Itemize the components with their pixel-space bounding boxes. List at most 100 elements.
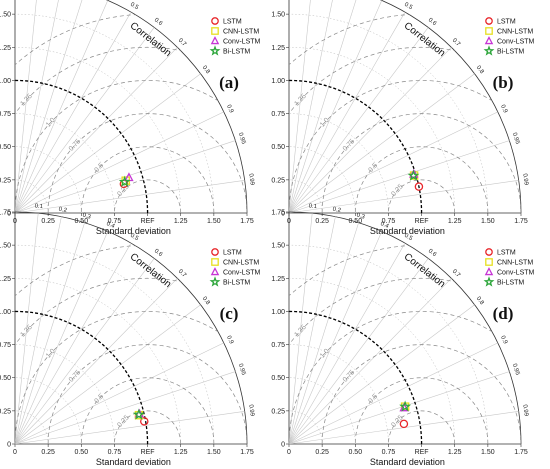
rms-arcs [15,13,247,213]
rms-label: 0.75 [342,369,356,384]
std-arc [288,47,455,214]
outer-arc [105,0,248,214]
corr-tick-label: 0.9 [225,104,234,115]
legend-entry: Conv-LSTM [223,270,261,277]
panel-label: (c) [220,304,239,323]
corr-line [288,27,429,214]
corr-tick-label: 0.6 [427,248,438,258]
std-arc [14,344,115,445]
y-tick-label: 1.75 [0,210,11,217]
corr-tick-label: 0.9 [499,104,508,115]
legend-marker-star [209,276,221,287]
corr-tick-label: 0.4 [379,221,390,230]
y-tick-label: 0 [7,442,11,449]
corr-line [288,0,311,214]
x-tick-label: 1.50 [207,449,221,456]
legend-marker-circle [485,17,493,25]
corr-line [14,231,109,445]
corr-tick-label: 0.1 [34,203,44,210]
x-tick-label: 0.25 [41,218,55,225]
legend-marker-triangle [210,267,220,276]
corr-tick-label: 0.99 [247,173,255,186]
x-axis-label: Standard deviation [370,457,445,467]
std-arc [288,344,389,445]
corr-line [288,242,406,445]
rms-arcs [289,13,521,213]
corr-tick-label: 0.95 [237,363,247,377]
x-tick-label: 1.50 [481,449,495,456]
rms-arc [15,13,247,213]
legend-marker-circle [211,17,219,25]
rms-arc [289,311,521,444]
rms-arc [15,311,247,444]
panel-label: (d) [493,304,514,323]
legend-entry: LSTM [223,19,242,26]
ref-label: REF [415,218,429,225]
legend-entry: LSTM [497,19,516,26]
corr-line [288,0,383,214]
legend-marker-square [211,258,219,266]
legend-marker-circle [485,248,493,256]
x-tick-label: 1.75 [240,449,254,456]
corr-tick-label: 0.8 [475,65,485,76]
std-arc [288,410,323,445]
corr-tick-label: 0.95 [511,363,521,377]
x-tick-label: 0.25 [315,449,329,456]
y-tick-label: 1.00 [271,309,285,316]
legend-entry: LSTM [497,250,516,257]
data-point-bi-lstm [399,400,412,412]
legend-marker-star [483,45,495,56]
legend-entry: Bi-LSTM [497,49,524,56]
x-tick-label: 0.75 [382,449,396,456]
legend-marker-square [211,27,219,35]
rms-arcs [289,244,521,444]
y-tick-label: 0.50 [271,375,285,382]
corr-tick-label: 0.6 [153,248,164,258]
corr-line [288,73,475,214]
corr-tick-label: 0.6 [427,17,438,27]
legend-entry: Conv-LSTM [497,39,535,46]
corr-line [288,0,333,214]
x-tick-label: 0.75 [382,218,396,225]
x-tick-label: 1.25 [448,218,462,225]
y-tick-label: 0.25 [0,177,11,184]
corr-line [288,47,452,214]
y-tick-label: 0 [281,442,285,449]
rms-arc [80,377,215,444]
y-tick-label: 0.75 [271,111,285,118]
y-tick-label: 0.25 [271,177,285,184]
legend-entry: CNN-LSTM [223,260,259,267]
corr-tick-label: 0.99 [521,404,529,417]
x-tick-label: 1.25 [174,218,188,225]
panel-label: (b) [493,73,514,92]
x-tick-label: 0.50 [348,449,362,456]
data-point-lstm [140,417,149,426]
corr-tick-label: 0.5 [129,2,140,12]
legend-entry: Conv-LSTM [223,39,261,46]
y-tick-label: 0.75 [271,342,285,349]
corr-line [14,410,245,445]
std-arc [288,179,323,214]
rms-arc [80,146,215,213]
corr-line [288,258,429,445]
rms-arc [388,179,456,213]
corr-tick-label: 0.95 [511,132,521,146]
x-axis-label: Standard deviation [96,226,171,236]
data-point-conv-lstm [399,402,409,412]
y-tick-label: 1.50 [0,243,11,250]
corr-line [14,242,132,445]
x-axis-label: Standard deviation [96,457,171,467]
legend-entry: Bi-LSTM [497,280,524,287]
y-tick-label: 1.50 [0,12,11,19]
y-tick-label: 1.25 [271,276,285,283]
corr-tick-label: 0.99 [247,404,255,417]
rms-arc [289,278,521,444]
rms-label: 0.5 [367,393,379,405]
corr-tick-label: 0.1 [308,203,318,210]
rms-arcs [15,244,247,444]
corr-line [14,371,236,445]
rms-arc [15,278,247,444]
corr-line [288,278,452,445]
std-arc [14,410,49,445]
rms-arc [15,244,247,444]
